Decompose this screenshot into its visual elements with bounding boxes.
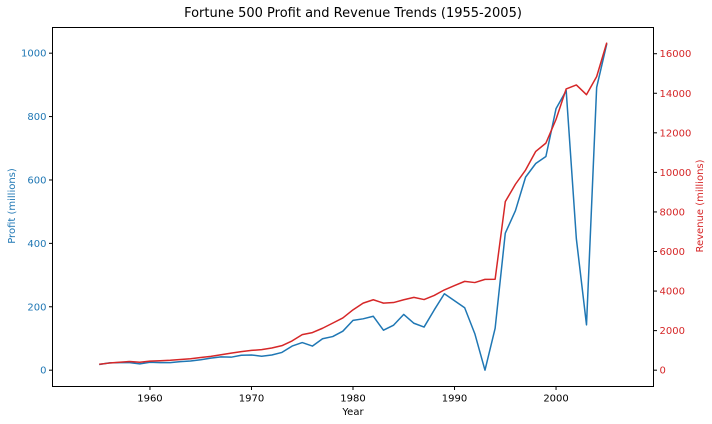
x-tick-label: 1960 <box>137 394 162 405</box>
plot-frame <box>52 27 654 387</box>
left-y-tick-label: 400 <box>27 239 46 250</box>
x-tick-label: 2000 <box>543 394 568 405</box>
left-y-axis-label: Profit (millions) <box>7 168 18 244</box>
left-y-tick-label: 0 <box>40 366 46 377</box>
left-y-tick-label: 200 <box>27 302 46 313</box>
right-y-tick-label: 16000 <box>660 49 692 60</box>
right-y-tick-label: 12000 <box>660 128 692 139</box>
chart-title: Fortune 500 Profit and Revenue Trends (1… <box>184 6 522 21</box>
right-y-axis: 0 2000 4000 6000 8000 10000 12000 14000 16000 <box>653 49 692 377</box>
right-y-tick-label: 10000 <box>660 168 692 179</box>
left-y-tick-label: 600 <box>27 175 46 186</box>
x-axis-label: Year <box>341 407 364 418</box>
right-y-tick-label: 0 <box>660 366 666 377</box>
right-y-tick-label: 2000 <box>660 326 685 337</box>
right-y-tick-label: 4000 <box>660 287 685 298</box>
left-y-tick-label: 1000 <box>21 49 46 60</box>
right-y-tick-label: 6000 <box>660 247 685 258</box>
plot-lines <box>99 42 608 371</box>
right-y-axis-label: Revenue (millions) <box>695 159 706 252</box>
x-tick-label: 1990 <box>442 394 467 405</box>
x-tick-label: 1980 <box>340 394 365 405</box>
profit-series-line <box>99 43 608 371</box>
right-y-tick-label: 8000 <box>660 207 685 218</box>
x-tick-label: 1970 <box>239 394 264 405</box>
left-y-axis: 0 200 400 600 800 1000 <box>21 49 53 377</box>
revenue-series-line <box>99 42 608 365</box>
left-y-tick-label: 800 <box>27 112 46 123</box>
x-axis: 1960 1970 1980 1990 2000 <box>137 386 569 405</box>
right-y-tick-label: 14000 <box>660 89 692 100</box>
